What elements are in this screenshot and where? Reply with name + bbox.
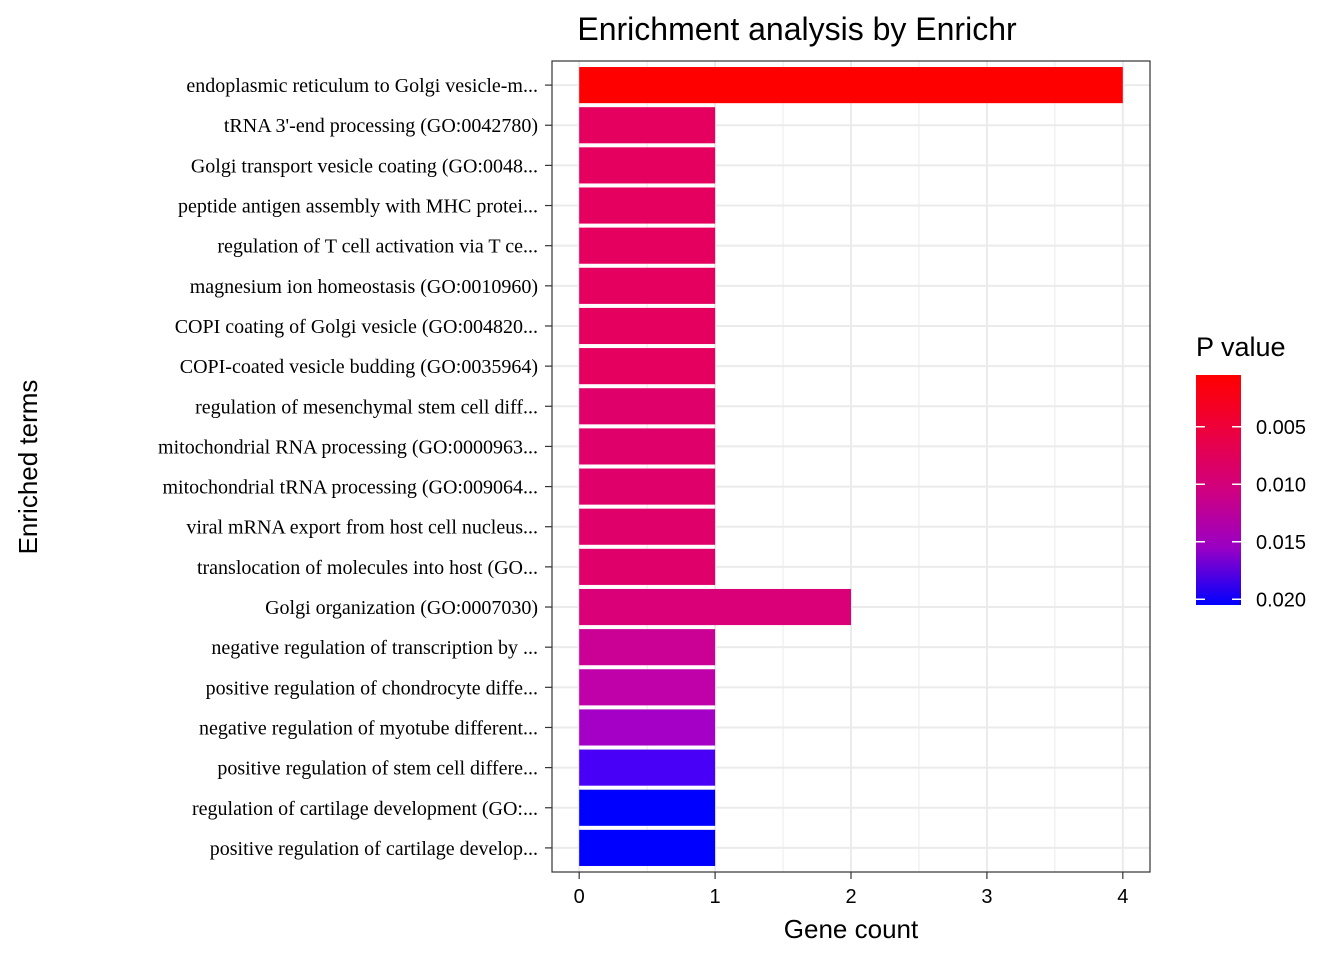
x-tick-label: 2 bbox=[845, 886, 856, 908]
legend-title: P value bbox=[1196, 332, 1286, 362]
legend-colorbar bbox=[1196, 375, 1241, 605]
bar bbox=[579, 789, 716, 826]
bar bbox=[579, 548, 716, 585]
x-tick-label: 0 bbox=[574, 886, 585, 908]
bars bbox=[579, 67, 1123, 866]
y-tick-label: positive regulation of chondrocyte diffe… bbox=[206, 677, 538, 699]
bar bbox=[579, 709, 716, 746]
y-tick-label: Golgi transport vesicle coating (GO:0048… bbox=[191, 155, 538, 177]
bar bbox=[579, 829, 716, 866]
y-tick-label: Golgi organization (GO:0007030) bbox=[265, 597, 538, 619]
legend-ticks: 0.005 0.010 0.015 0.020 bbox=[1196, 417, 1306, 611]
y-tick-label: viral mRNA export from host cell nucleus… bbox=[186, 517, 538, 539]
y-tick-label: positive regulation of stem cell differe… bbox=[217, 758, 538, 780]
bar bbox=[579, 468, 716, 505]
bar bbox=[579, 629, 716, 666]
y-tick-label: positive regulation of cartilage develop… bbox=[210, 838, 538, 860]
chart-title: Enrichment analysis by Enrichr bbox=[577, 11, 1017, 47]
legend-tick-label: 0.020 bbox=[1256, 589, 1306, 611]
y-tick-label: tRNA 3'-end processing (GO:0042780) bbox=[224, 115, 538, 137]
color-legend: P value 0.005 0.010 0.015 0.020 bbox=[1196, 332, 1306, 611]
x-tick-label: 4 bbox=[1117, 886, 1128, 908]
y-tick-label: translocation of molecules into host (GO… bbox=[197, 557, 538, 579]
y-tick-label: negative regulation of transcription by … bbox=[211, 637, 538, 659]
bar bbox=[579, 508, 716, 545]
bar bbox=[579, 388, 716, 425]
y-tick-label: COPI coating of Golgi vesicle (GO:004820… bbox=[175, 316, 538, 338]
x-axis-ticks: 0 1 2 3 4 bbox=[574, 872, 1128, 908]
legend-tick-label: 0.005 bbox=[1256, 417, 1306, 439]
legend-tick-label: 0.010 bbox=[1256, 474, 1306, 496]
bar bbox=[579, 67, 1123, 104]
bar bbox=[579, 348, 716, 385]
y-tick-label: regulation of mesenchymal stem cell diff… bbox=[195, 396, 538, 418]
y-tick-label: peptide antigen assembly with MHC protei… bbox=[178, 196, 538, 218]
bar bbox=[579, 227, 716, 264]
bar bbox=[579, 187, 716, 224]
y-tick-label: COPI-coated vesicle budding (GO:0035964) bbox=[180, 356, 538, 378]
y-tick-label: magnesium ion homeostasis (GO:0010960) bbox=[190, 276, 538, 298]
bar bbox=[579, 588, 851, 626]
y-tick-label: mitochondrial tRNA processing (GO:009064… bbox=[162, 477, 538, 499]
bar bbox=[579, 749, 716, 786]
y-axis-label: Enriched terms bbox=[13, 380, 43, 555]
x-tick-label: 1 bbox=[710, 886, 721, 908]
bar bbox=[579, 428, 716, 465]
bar bbox=[579, 147, 716, 184]
y-tick-label: regulation of T cell activation via T ce… bbox=[217, 236, 538, 258]
bar bbox=[579, 267, 716, 304]
y-axis-ticks: endoplasmic reticulum to Golgi vesicle-m… bbox=[158, 75, 552, 860]
bar bbox=[579, 669, 716, 706]
y-tick-label: endoplasmic reticulum to Golgi vesicle-m… bbox=[186, 75, 538, 97]
x-axis-label: Gene count bbox=[784, 914, 919, 944]
y-tick-label: negative regulation of myotube different… bbox=[199, 717, 538, 739]
y-tick-label: mitochondrial RNA processing (GO:0000963… bbox=[158, 436, 538, 458]
legend-tick-label: 0.015 bbox=[1256, 532, 1306, 554]
y-tick-label: regulation of cartilage development (GO:… bbox=[192, 798, 538, 820]
bar bbox=[579, 307, 716, 345]
x-tick-label: 3 bbox=[981, 886, 992, 908]
bar bbox=[579, 107, 716, 144]
